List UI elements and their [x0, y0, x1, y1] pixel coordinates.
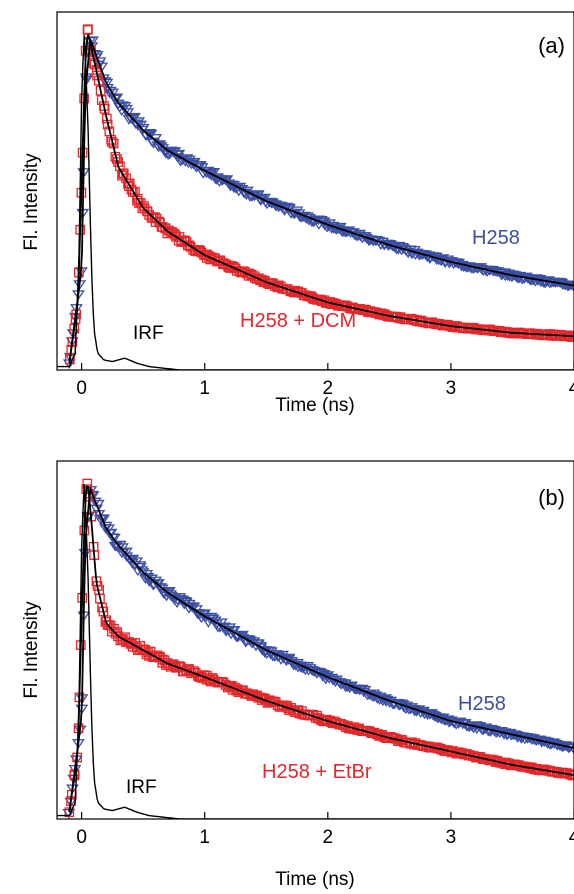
panel-a-annotation-h258-dcm: H258 + DCM [240, 310, 356, 332]
panel-b-annotation-h258: H258 [458, 693, 506, 715]
panel-b-series-2-line [57, 484, 574, 819]
panel-b-frame [56, 460, 574, 820]
panel-b-series-0-point-205 [367, 692, 381, 703]
panel-a-x-axis-label: Time (ns) [275, 395, 355, 416]
panel-b-x-axis-label: Time (ns) [275, 869, 355, 890]
panel-b-annotation-irf: IRF [126, 777, 157, 798]
panel-a-series-1-point-13 [83, 24, 93, 35]
panel-a-plot-area [57, 24, 574, 370]
panel-a-label: (a) [538, 33, 565, 58]
panel-a-series-0-point-296 [502, 271, 516, 282]
panel-a-series-0-point-25 [100, 78, 114, 89]
panel-b-x-tick-label-0: 0 [76, 827, 87, 848]
panel-a-series-0-point-32 [110, 93, 124, 104]
panel-b: 0 1 2 3 4 (b) H258 H258 + EtBr IRF Time (ns)… [21, 460, 574, 890]
panel-b-plot-area [57, 478, 574, 819]
panel-a-series-1-point-42 [126, 184, 137, 195]
panel-b-x-tick-label-3: 3 [446, 827, 457, 848]
panel-b-series-0-point-17 [88, 497, 102, 508]
panel-a-x-tick-label-4: 4 [569, 378, 574, 399]
panel-b-series-1-fit-line [68, 485, 574, 813]
panel-b-x-ticks: 0 1 2 3 4 [76, 812, 574, 848]
panel-a-y-axis-label: Fl. Intensity [21, 153, 42, 251]
panel-a-series-0-point-29 [106, 88, 120, 99]
panel-a-series-0-point-278 [476, 266, 490, 277]
panel-a: 01234 (a) H258 H258 + DCM IRF Time (ns) … [21, 11, 574, 416]
panel-a-series-0-point-339 [567, 282, 574, 293]
panel-b-series-0-point-30 [107, 533, 121, 544]
panel-a-series-1-point-338 [568, 332, 574, 342]
panel-b-series-0-point-50 [136, 568, 150, 578]
panel-b-x-tick-label-4: 4 [569, 827, 574, 848]
panel-b-x-tick-label-1: 1 [199, 827, 210, 848]
panel-b-series-1-point-338 [567, 770, 574, 781]
panel-a-x-tick-label-3: 3 [446, 378, 457, 399]
panel-a-series-2-line [57, 35, 574, 370]
panel-a-x-tick-label-1: 1 [199, 378, 210, 399]
panel-a-annotation-irf: IRF [133, 323, 164, 344]
panel-b-annotation-h258-etbr: H258 + EtBr [262, 761, 372, 783]
panel-a-frame [56, 11, 574, 371]
panel-a-series-1-fit-line [68, 34, 574, 364]
panel-a-series-1-point-60 [154, 216, 165, 227]
panel-b-label: (b) [538, 485, 565, 510]
panel-a-annotation-h258: H258 [472, 227, 520, 249]
panel-b-series-1-point-28 [105, 620, 116, 631]
panel-a-series-0-point-28 [103, 86, 117, 97]
panel-b-series-0-point-23 [97, 514, 111, 525]
panel-b-series-0-point-25 [99, 521, 113, 532]
panel-a-x-ticks: 0 1 2 3 4 [76, 363, 574, 399]
panel-b-x-tick-label-2: 2 [323, 827, 334, 848]
panel-b-y-axis-label: Fl. Intensity [21, 601, 42, 699]
panel-a-x-tick-label-0: 0 [76, 378, 87, 399]
panel-a-series-0-point-39 [121, 108, 135, 118]
panel-a-series-0-point-97 [207, 168, 221, 178]
panel-b-series-0-fit-line [68, 486, 574, 813]
panel-b-series-0-point-28 [104, 528, 118, 539]
panel-a-series-0-point-31 [108, 94, 122, 104]
panel-a-series-0-point-281 [480, 267, 494, 278]
panel-a-series-0-point-19 [90, 51, 104, 61]
panel-a-series-0-point-336 [562, 281, 574, 292]
panel-a-series-0-fit-line [68, 37, 574, 364]
panel-a-x-tick-label-2: 2 [323, 378, 334, 399]
panel-a-series-1-point-25 [101, 113, 112, 124]
